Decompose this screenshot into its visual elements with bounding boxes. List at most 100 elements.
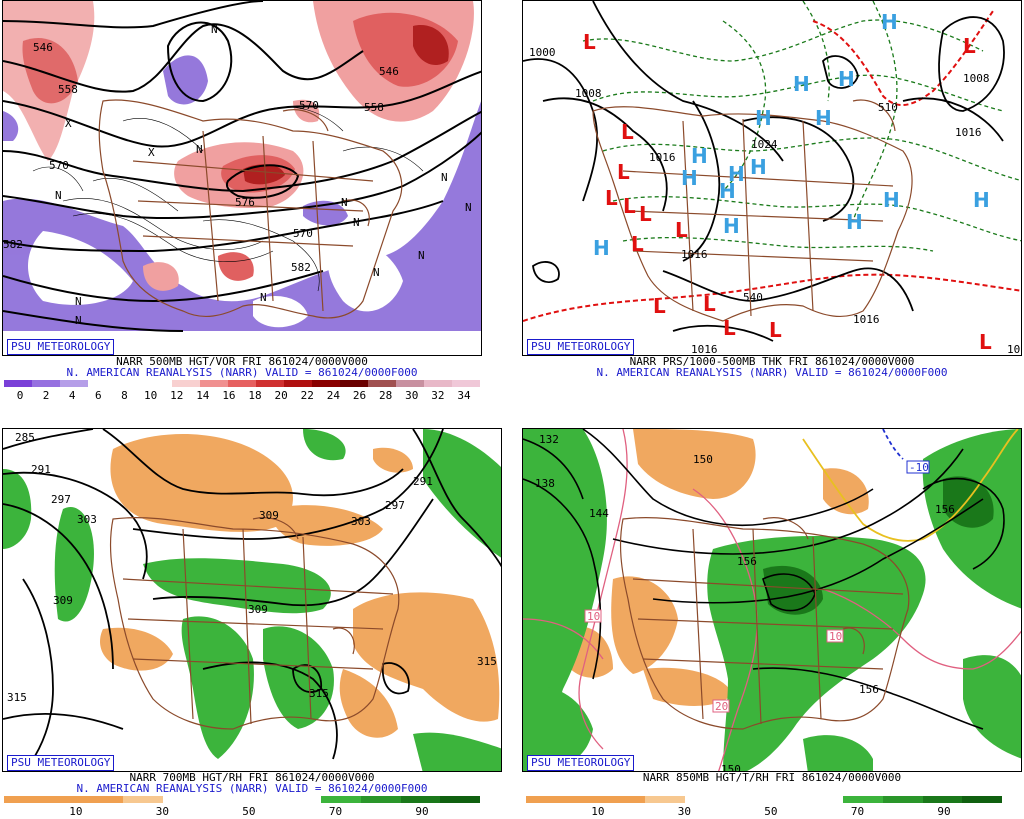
svg-text:309: 309	[259, 509, 279, 522]
colorbar-swatch	[242, 796, 282, 803]
svg-text:N: N	[341, 196, 348, 209]
svg-text:309: 309	[53, 594, 73, 607]
panel2-caption: NARR PRS/1000-500MB THK FRI 861024/0000V…	[629, 355, 915, 368]
panel4-caption: NARR 850MB HGT/T/RH FRI 861024/0000V000	[642, 771, 902, 784]
svg-text:H: H	[750, 155, 767, 179]
svg-text:510: 510	[878, 101, 898, 114]
map-850mb-temp-rh: 132 138 144 150 156 156 150 156 10 10 20…	[523, 429, 1021, 771]
contour-labels: 546 558 570 576 570 558 546 582 582 570	[3, 41, 399, 274]
colorbar-tick-label: 14	[196, 389, 210, 402]
svg-text:156: 156	[935, 503, 955, 516]
colorbar-tick-label: 18	[248, 389, 262, 402]
panel3-caption: NARR 700MB HGT/RH FRI 861024/0000V000	[129, 771, 375, 784]
svg-text:10: 10	[587, 610, 600, 623]
colorbar-swatch	[281, 796, 322, 803]
colorbar-tick-label: 16	[222, 389, 236, 402]
svg-text:-10: -10	[909, 461, 929, 474]
svg-text:540: 540	[743, 291, 763, 304]
colorbar-tick-label: 20	[274, 389, 288, 402]
colorbar-swatch	[172, 380, 200, 387]
svg-text:L: L	[675, 218, 688, 242]
colorbar-swatch	[284, 380, 312, 387]
colorbar-tick-label: 24	[326, 389, 341, 402]
svg-text:H: H	[793, 72, 810, 96]
svg-text:H: H	[883, 188, 900, 212]
colorbar-tick-label: 90	[415, 805, 429, 818]
height-contours	[523, 429, 1005, 730]
svg-text:1008: 1008	[963, 72, 990, 85]
svg-text:1016: 1016	[955, 126, 982, 139]
svg-text:156: 156	[859, 683, 879, 696]
colorbar-tick-label: 28	[379, 389, 393, 402]
colorbar-tick-label: 30	[155, 805, 169, 818]
geography	[109, 517, 400, 730]
panel2-valid-caption: N. AMERICAN REANALYSIS (NARR) VALID = 86…	[596, 366, 948, 379]
colorbar-swatch	[256, 380, 284, 387]
colorbar-swatch	[452, 380, 480, 387]
svg-text:150: 150	[693, 453, 713, 466]
svg-text:20: 20	[715, 700, 728, 713]
svg-text:H: H	[973, 188, 990, 212]
svg-text:303: 303	[351, 515, 371, 528]
svg-text:1016: 1016	[691, 343, 718, 356]
colorbar-swatch	[843, 796, 884, 803]
svg-text:L: L	[639, 202, 652, 226]
colorbar-swatch	[43, 796, 84, 803]
map-500mb-vorticity: 546 558 570 576 570 558 546 582 582 570 …	[3, 1, 481, 332]
map-surface-pressure: 1000 1008 1016 1024 1008 1016 1016 1016 …	[523, 1, 1021, 356]
svg-text:156: 156	[737, 555, 757, 568]
colorbar-swatch	[144, 380, 172, 387]
freezing-lines	[802, 429, 1019, 542]
svg-text:1008: 1008	[575, 87, 602, 100]
colorbar-swatch	[202, 796, 243, 803]
svg-text:L: L	[963, 34, 976, 58]
colorbar-swatch	[116, 380, 144, 387]
colorbar-tick-label: 6	[95, 389, 102, 402]
colorbar-tick-label: 70	[850, 805, 865, 818]
svg-text:N: N	[465, 201, 472, 214]
colorbar-swatch	[123, 796, 163, 803]
colorbar-swatch	[4, 380, 32, 387]
svg-text:1016: 1016	[649, 151, 676, 164]
panel3-colorbar	[4, 796, 481, 803]
colorbar-tick-label: 8	[121, 389, 128, 402]
colorbar-swatch	[200, 380, 228, 387]
svg-text:N: N	[55, 189, 62, 202]
svg-text:1016: 1016	[681, 248, 708, 261]
panel1-colorbar-labels: 0 2 4 6 8 10 12 14 16 18 20 22 24 26 28 30 32 34	[4, 389, 480, 402]
colorbar-swatch	[605, 796, 646, 803]
colorbar-tick-label: 50	[242, 805, 256, 818]
svg-text:H: H	[846, 210, 863, 234]
svg-text:582: 582	[3, 238, 23, 251]
colorbar-swatch	[83, 796, 124, 803]
svg-text:1024: 1024	[751, 138, 778, 151]
colorbar-swatch	[88, 380, 116, 387]
colorbar-swatch	[440, 796, 481, 803]
svg-text:X: X	[65, 117, 72, 130]
colorbar-swatch	[724, 796, 765, 803]
colorbar-tick-label: 90	[937, 805, 951, 818]
svg-text:N: N	[260, 291, 267, 304]
colorbar-swatch	[764, 796, 804, 803]
colorbar-swatch	[368, 380, 396, 387]
colorbar-tick-label: 30	[405, 389, 419, 402]
svg-text:N: N	[373, 266, 380, 279]
colorbar-swatch	[162, 796, 203, 803]
moist-fill	[523, 429, 1021, 771]
colorbar-tick-label: 10	[143, 389, 158, 402]
map-700mb-rh: 285 291 297 303 309 309 303 297 291 309 …	[3, 429, 501, 771]
svg-text:297: 297	[385, 499, 405, 512]
svg-text:315: 315	[309, 687, 329, 700]
svg-text:H: H	[728, 162, 745, 186]
svg-text:N: N	[353, 216, 360, 229]
svg-text:291: 291	[31, 463, 51, 476]
colorbar-tick-label: 4	[68, 389, 76, 402]
geography	[619, 517, 910, 730]
high-pressure-centers: H H H H H H H H H H H H H H H	[593, 10, 990, 260]
colorbar-tick-label: 50	[764, 805, 778, 818]
svg-text:N: N	[196, 143, 203, 156]
colorbar-swatch	[526, 796, 566, 803]
panel3-colorbar-labels: 10 30 50 70 90	[4, 805, 480, 818]
panel1-caption: NARR 500MB HGT/VOR FRI 861024/0000V000	[116, 355, 368, 368]
colorbar-tick-label: 22	[300, 389, 314, 402]
